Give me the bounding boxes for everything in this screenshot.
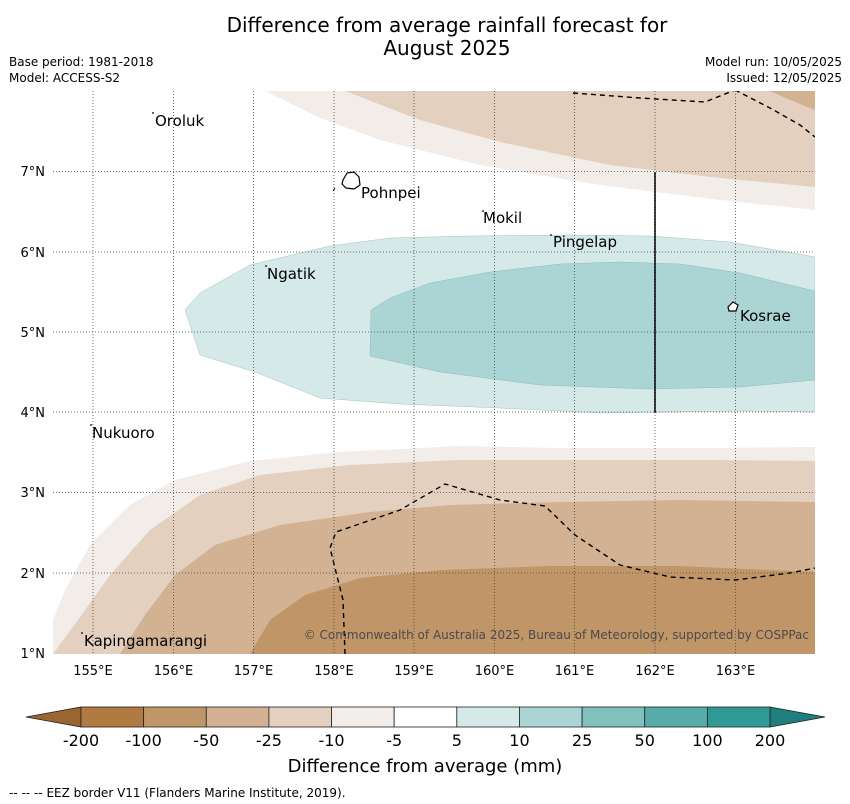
- colorbar-bin: [143, 706, 207, 728]
- gridlines: [53, 91, 815, 654]
- title-line-2: August 2025: [383, 36, 511, 60]
- colorbar-extend-high: [769, 706, 826, 728]
- colorbar-label: -100: [125, 731, 161, 750]
- label-nukuoro: Nukuoro: [92, 424, 155, 442]
- label-oroluk: Oroluk: [155, 112, 204, 130]
- label-mokil: Mokil: [483, 209, 522, 227]
- lat-tick: 1°N: [21, 647, 46, 662]
- label-kosrae: Kosrae: [740, 307, 791, 325]
- lon-tick: 158°E: [314, 664, 354, 679]
- eez-legend-symbol: -- -- --: [9, 786, 43, 800]
- colorbar-label: 200: [755, 731, 786, 750]
- colorbar-bins: [80, 706, 771, 728]
- base-period-text: Base period: 1981-2018: [9, 55, 154, 69]
- label-ngatik: Ngatik: [267, 265, 316, 283]
- colorbar-label: -25: [256, 731, 282, 750]
- lat-tick: 2°N: [21, 567, 46, 582]
- title-line-1: Difference from average rainfall forecas…: [226, 13, 668, 37]
- lat-tick: 5°N: [21, 326, 46, 341]
- colorbar-label: 25: [572, 731, 592, 750]
- colorbar-bin: [519, 706, 583, 728]
- lat-tick-labels: 1°N 2°N 3°N 4°N 5°N 6°N 7°N: [21, 165, 46, 662]
- map-area: [53, 91, 815, 654]
- lat-tick: 3°N: [21, 486, 46, 501]
- label-pingelap: Pingelap: [553, 233, 617, 251]
- issued-text: Issued: 12/05/2025: [726, 71, 842, 85]
- lon-tick: 161°E: [555, 664, 595, 679]
- eez-border-north: [572, 91, 815, 138]
- colorbar-bin: [331, 706, 395, 728]
- lon-tick: 159°E: [394, 664, 434, 679]
- colorbar-label: -5: [386, 731, 402, 750]
- place-labels: Oroluk Pohnpei Mokil Pingelap Ngatik Kos…: [84, 112, 791, 650]
- meta-right: Model run: 10/05/2025 Issued: 12/05/2025: [705, 54, 842, 86]
- model-run-text: Model run: 10/05/2025: [704, 55, 842, 69]
- lon-tick: 163°E: [716, 664, 756, 679]
- colorbar-bin: [393, 706, 458, 728]
- atoll-dots: [81, 112, 552, 634]
- model-text: Model: ACCESS-S2: [9, 71, 121, 85]
- colorbar-bin: [456, 706, 520, 728]
- contour-wet-gt10: [369, 261, 815, 390]
- colorbar-bin: [205, 706, 270, 728]
- pohnpei-islet: [332, 187, 336, 192]
- colorbar-labels: -200 -100 -50 -25 -10 -5 5 10 25 50 100 200: [63, 731, 785, 750]
- colorbar-bin: [644, 706, 708, 728]
- pohnpei-island: [341, 171, 361, 190]
- label-kapingamarangi: Kapingamarangi: [84, 632, 207, 650]
- meta-left: Base period: 1981-2018 Model: ACCESS-S2: [9, 54, 154, 86]
- colorbar-label: 50: [635, 731, 655, 750]
- colorbar: -200 -100 -50 -25 -10 -5 5 10 25 50 100 200: [25, 706, 826, 750]
- label-pohnpei: Pohnpei: [361, 184, 421, 202]
- map-title: Difference from average rainfall forecas…: [0, 14, 850, 60]
- eez-legend-text: EEZ border V11 (Flanders Marine Institut…: [46, 786, 346, 800]
- lon-tick: 157°E: [234, 664, 274, 679]
- lon-tick: 155°E: [73, 664, 113, 679]
- eez-border-south: [329, 483, 815, 654]
- colorbar-bin: [581, 706, 646, 728]
- colorbar-label: 5: [452, 731, 462, 750]
- kosrae-island: [727, 301, 739, 312]
- lon-tick: 156°E: [154, 664, 194, 679]
- lon-tick: 160°E: [475, 664, 515, 679]
- colorbar-title: Difference from average (mm): [287, 756, 563, 777]
- lat-tick: 7°N: [21, 165, 46, 180]
- colorbar-label: -10: [318, 731, 344, 750]
- colorbar-label: -200: [63, 731, 99, 750]
- contour-north-lt25: [345, 91, 815, 187]
- contour-south-lt100: [250, 566, 815, 654]
- lon-tick-labels: 155°E 156°E 157°E 158°E 159°E 160°E 161°…: [73, 664, 755, 679]
- colorbar-label: -50: [193, 731, 219, 750]
- colorbar-label: 10: [509, 731, 529, 750]
- lon-tick: 162°E: [635, 664, 675, 679]
- lat-tick: 4°N: [21, 406, 46, 421]
- eez-legend: -- -- -- EEZ border V11 (Flanders Marine…: [9, 786, 346, 800]
- colorbar-bin: [80, 706, 145, 728]
- colorbar-extend-low: [25, 706, 82, 728]
- contour-north-lt50: [770, 91, 815, 110]
- colorbar-label: 100: [692, 731, 723, 750]
- colorbar-bin: [706, 706, 771, 728]
- lat-tick: 6°N: [21, 246, 46, 261]
- copyright-credit: © Commonwealth of Australia 2025, Bureau…: [303, 628, 809, 642]
- colorbar-bin: [268, 706, 332, 728]
